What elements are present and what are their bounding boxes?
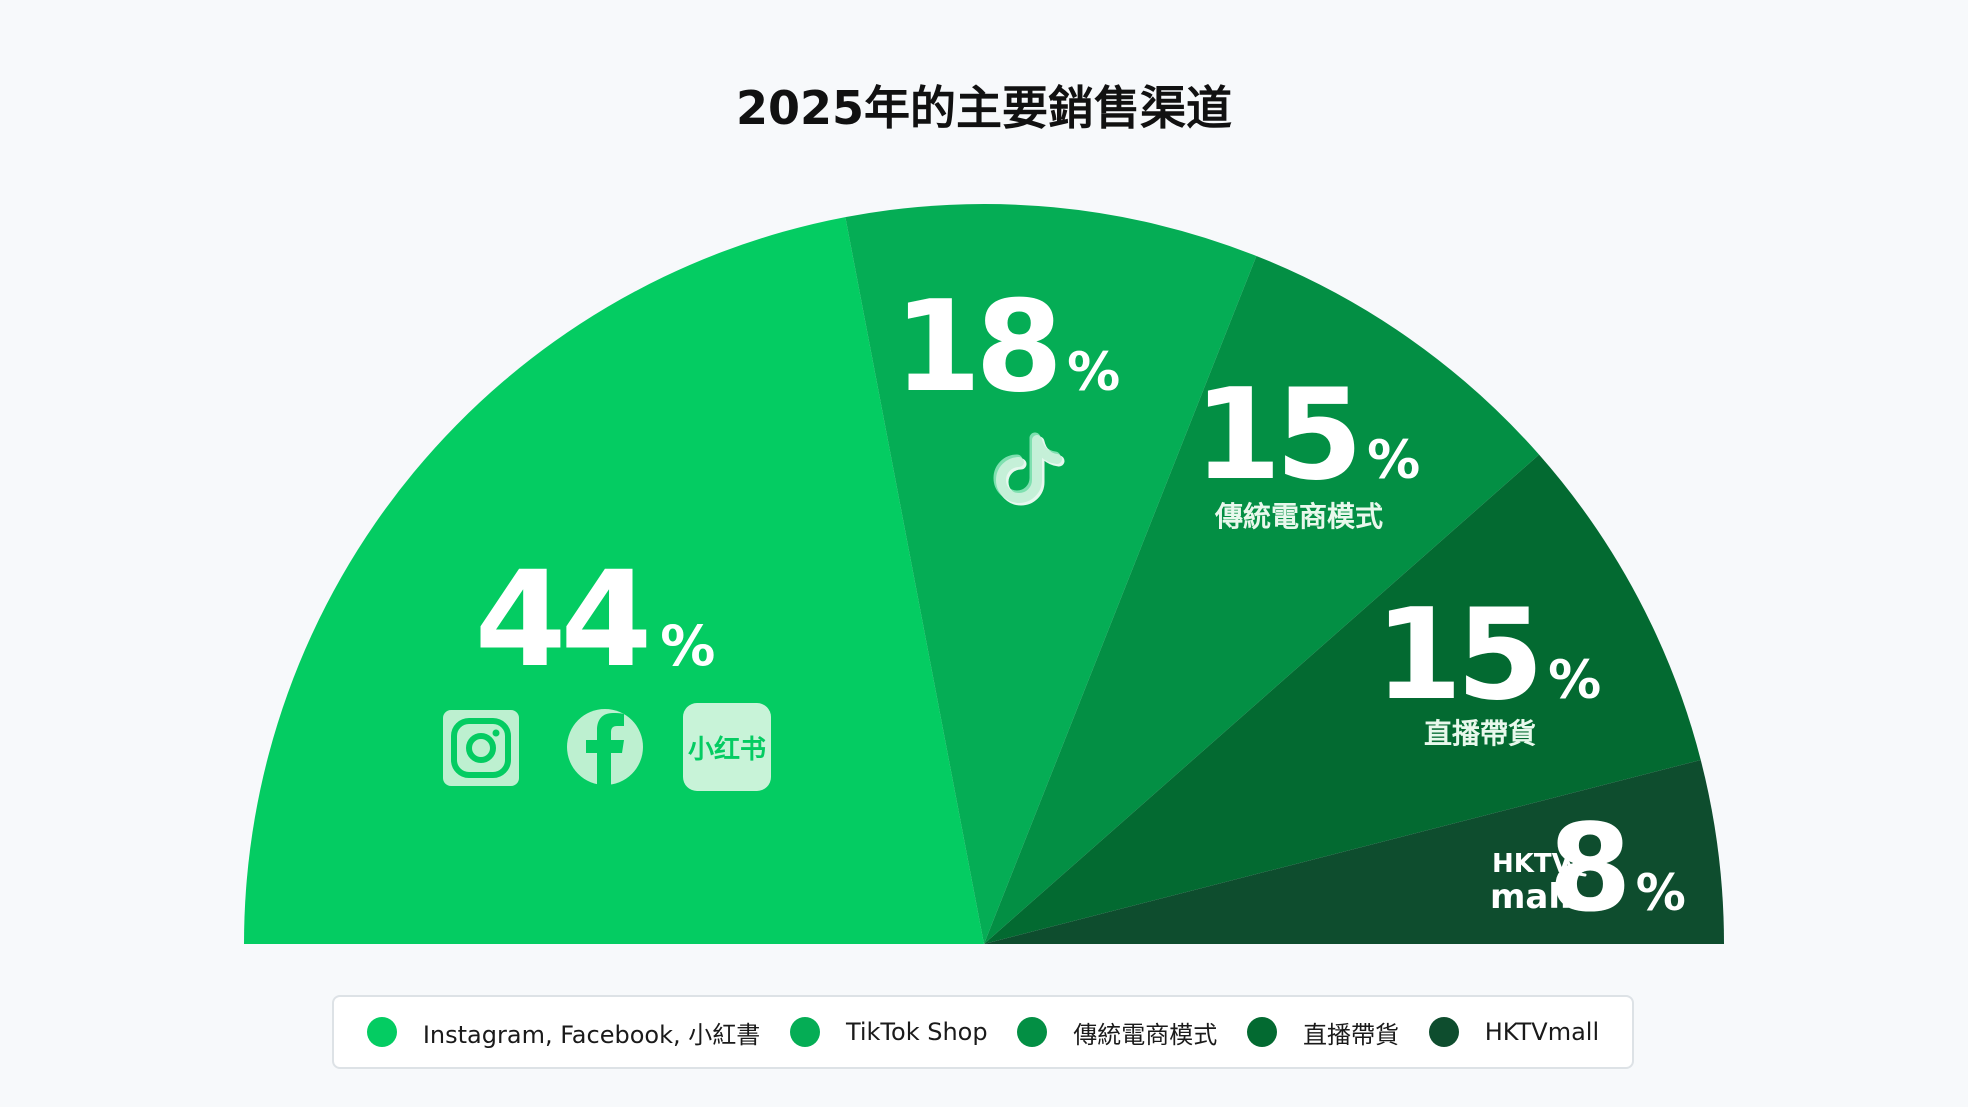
instagram-icon xyxy=(443,710,519,786)
legend-item-tiktok-shop: TikTok Shop xyxy=(789,1017,988,1047)
data-label: 44% xyxy=(475,543,716,697)
svg-text:小红书: 小红书 xyxy=(688,734,766,765)
legend-item-hktvmall: HKTVmall xyxy=(1428,1017,1600,1047)
legend: Instagram, Facebook, 小紅書 TikTok Shop 傳統電商模… xyxy=(332,995,1634,1069)
chart-title: 2025年的主要銷售渠道 xyxy=(735,81,1233,135)
legend-swatch xyxy=(789,1017,820,1047)
legend-item-slice: 直播帶貨 xyxy=(1247,1015,1399,1050)
data-label: 15% xyxy=(1194,361,1420,508)
legend-swatch xyxy=(366,1017,397,1047)
data-label: 8% xyxy=(1548,800,1686,939)
xiaohongshu-icon: 小红书 xyxy=(683,703,771,791)
legend-label: HKTVmall xyxy=(1484,1018,1600,1046)
data-label: 15% xyxy=(1375,581,1601,728)
legend-label: Instagram, Facebook, 小紅書 xyxy=(422,1020,761,1049)
slice-sublabel: 傳統電商模式 xyxy=(1214,500,1383,533)
legend-item-instagram-facebook: Instagram, Facebook, 小紅書 xyxy=(366,1015,761,1050)
legend-swatch xyxy=(1247,1017,1277,1047)
svg-text:HKTV: HKTV xyxy=(1492,849,1572,879)
hktvmall-logo: HKTVmall xyxy=(1490,849,1587,917)
legend-swatch xyxy=(1017,1017,1048,1047)
pie-slice-hktvmall xyxy=(984,759,1724,944)
pie-slice-slice xyxy=(984,454,1701,944)
legend-item-slice: 傳統電商模式 xyxy=(1017,1015,1217,1050)
data-label: 18% xyxy=(894,273,1120,420)
svg-text:mall: mall xyxy=(1490,877,1572,917)
legend-swatch xyxy=(1428,1017,1459,1047)
pie-slice-instagram-facebook xyxy=(244,217,984,945)
facebook-icon xyxy=(567,709,643,785)
tiktok-icon xyxy=(993,432,1065,506)
legend-label: 傳統電商模式 xyxy=(1073,1020,1218,1049)
pie-slice-tiktok-shop xyxy=(845,204,1257,944)
slices-group xyxy=(244,204,1724,945)
slice-sublabel: 直播帶貨 xyxy=(1424,717,1536,750)
legend-label: 直播帶貨 xyxy=(1303,1020,1399,1049)
pie-slice-slice xyxy=(984,255,1540,945)
legend-label: TikTok Shop xyxy=(845,1018,988,1046)
